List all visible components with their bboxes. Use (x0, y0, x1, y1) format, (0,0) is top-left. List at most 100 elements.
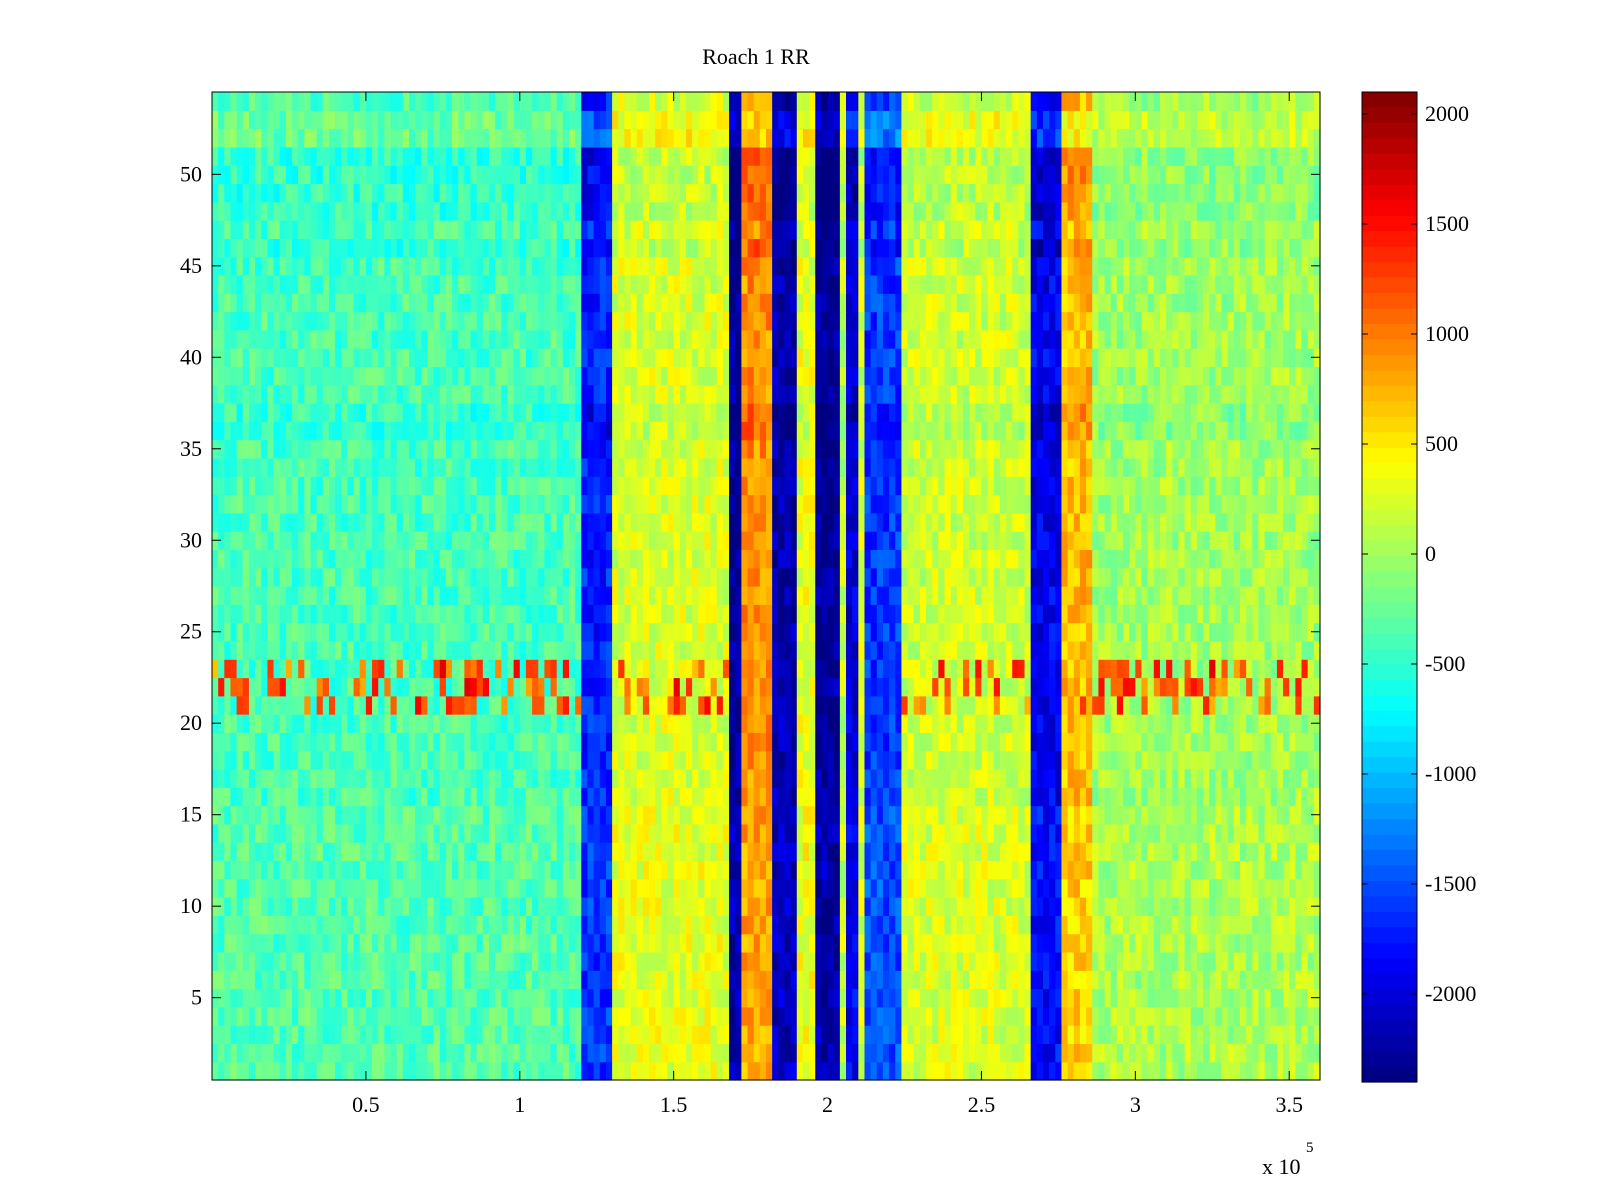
heatmap-cell (212, 640, 219, 660)
heatmap-cell (519, 622, 527, 642)
heatmap-cell (1043, 823, 1050, 843)
heatmap-cell (778, 1025, 786, 1045)
heatmap-cell (938, 823, 946, 843)
heatmap-cell (390, 1006, 398, 1026)
heatmap-cell (1123, 750, 1130, 770)
heatmap-cell (365, 878, 373, 898)
heatmap-cell (1141, 842, 1149, 862)
heatmap-cell (1215, 933, 1223, 953)
heatmap-cell (1295, 695, 1303, 715)
heatmap-cell (1289, 640, 1296, 660)
heatmap-cell (704, 622, 712, 642)
heatmap-cell (913, 604, 921, 624)
heatmap-cell (550, 915, 558, 935)
heatmap-cell (525, 805, 533, 825)
heatmap-cell (507, 768, 515, 788)
heatmap-cell (1067, 622, 1075, 642)
heatmap-cell (821, 823, 829, 843)
heatmap-cell (612, 860, 619, 880)
heatmap-cell (378, 604, 385, 624)
heatmap-cell (489, 640, 496, 660)
heatmap-cell (969, 842, 976, 862)
heatmap-cell (1252, 768, 1260, 788)
heatmap-cell (1215, 750, 1223, 770)
heatmap-cell (328, 567, 336, 587)
heatmap-cell (513, 622, 521, 642)
heatmap-cell (1221, 842, 1229, 862)
heatmap-cell (975, 951, 983, 971)
heatmap-cell (741, 768, 749, 788)
heatmap-cell (901, 897, 909, 916)
heatmap-cell (285, 823, 293, 843)
heatmap-cell (415, 823, 422, 843)
heatmap-cell (1135, 787, 1143, 807)
heatmap-cell (1147, 915, 1155, 935)
heatmap-cell (1246, 732, 1253, 752)
heatmap-cell (581, 933, 589, 953)
heatmap-cell (766, 768, 773, 788)
heatmap-cell (901, 695, 909, 715)
heatmap-cell (562, 842, 570, 862)
heatmap-cell (938, 951, 946, 971)
heatmap-cell (926, 805, 933, 825)
heatmap-cell (236, 823, 244, 843)
heatmap-cell (1141, 714, 1149, 733)
heatmap-cell (279, 988, 287, 1008)
heatmap-cell (1301, 622, 1309, 642)
heatmap-cell (624, 897, 632, 916)
heatmap-cell (1043, 640, 1050, 660)
heatmap-cell (1227, 586, 1235, 605)
heatmap-cell (1079, 933, 1087, 953)
heatmap-cell (913, 768, 921, 788)
heatmap-cell (938, 915, 946, 935)
heatmap-cell (322, 878, 330, 898)
heatmap-cell (1159, 970, 1167, 990)
heatmap-cell (605, 640, 613, 660)
heatmap-cell (562, 860, 570, 880)
heatmap-cell (747, 732, 755, 752)
heatmap-cell (513, 915, 521, 935)
heatmap-cell (975, 622, 983, 642)
heatmap-cell (661, 951, 669, 971)
heatmap-cell (335, 951, 342, 971)
heatmap-cell (464, 951, 472, 971)
heatmap-cell (482, 695, 490, 715)
heatmap-cell (1135, 951, 1143, 971)
heatmap-cell (710, 677, 718, 697)
heatmap-cell (605, 860, 613, 880)
heatmap-cell (476, 1025, 484, 1045)
heatmap-cell (698, 842, 706, 862)
heatmap-cell (1055, 970, 1063, 990)
heatmap-cell (784, 970, 792, 990)
heatmap-cell (310, 695, 318, 715)
heatmap-cell (1239, 622, 1247, 642)
heatmap-cell (833, 695, 841, 715)
heatmap-cell (710, 714, 718, 733)
heatmap-cell (532, 659, 539, 679)
heatmap-cell (538, 640, 545, 660)
heatmap-cell (938, 988, 946, 1008)
heatmap-cell (1276, 951, 1284, 971)
heatmap-cell (1184, 677, 1192, 697)
heatmap-cell (999, 823, 1007, 843)
heatmap-cell (544, 604, 552, 624)
heatmap-cell (1129, 897, 1136, 916)
heatmap-cell (359, 970, 367, 990)
heatmap-cell (784, 1025, 792, 1045)
heatmap-cell (655, 915, 662, 935)
heatmap-cell (741, 1061, 749, 1081)
heatmap-cell (212, 878, 219, 898)
heatmap-cell (593, 659, 601, 679)
heatmap-cell (1172, 1043, 1180, 1063)
heatmap-cell (1043, 732, 1050, 752)
heatmap-cell (285, 567, 293, 587)
heatmap-cell (365, 1006, 373, 1026)
heatmap-cell (1184, 860, 1192, 880)
heatmap-cell (1159, 714, 1167, 733)
heatmap-cell (248, 933, 256, 953)
heatmap-cell (255, 1006, 262, 1026)
heatmap-cell (248, 622, 256, 642)
heatmap-cell (365, 604, 373, 624)
heatmap-cell (932, 933, 939, 953)
heatmap-cell (556, 677, 564, 697)
